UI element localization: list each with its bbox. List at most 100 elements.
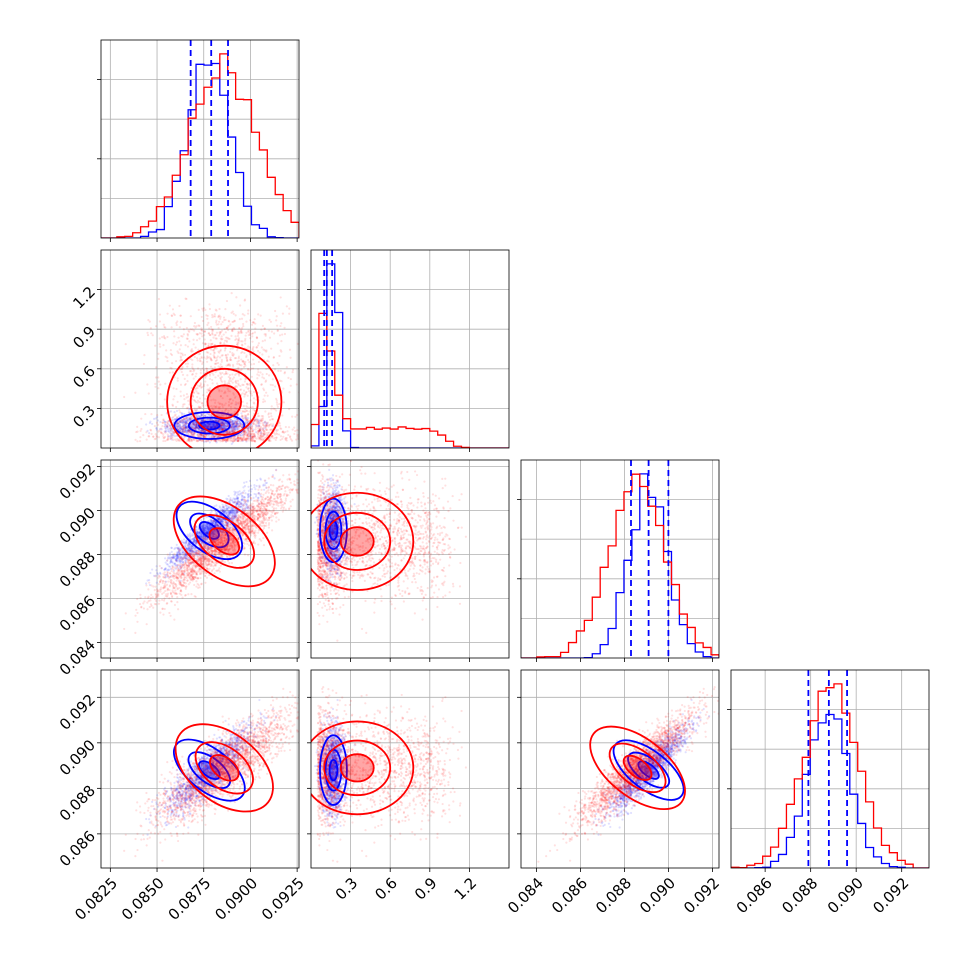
sample-point — [231, 423, 234, 426]
sample-point — [201, 430, 204, 433]
sample-point — [242, 433, 245, 436]
sample-point — [209, 422, 213, 425]
sample-point — [209, 426, 212, 429]
sample-point — [218, 356, 222, 359]
sample-point — [164, 337, 167, 340]
sample-point — [179, 427, 182, 431]
sample-point — [238, 424, 241, 428]
sample-point — [277, 363, 280, 366]
sample-point — [182, 427, 185, 430]
sample-point — [232, 436, 236, 439]
sample-point — [205, 369, 209, 373]
sample-point — [235, 422, 238, 426]
sample-point — [186, 425, 189, 429]
sample-point — [205, 374, 208, 377]
sample-point — [208, 374, 212, 377]
sample-point — [262, 435, 265, 438]
sample-point — [157, 297, 161, 301]
sample-point — [235, 343, 239, 346]
sample-point — [265, 349, 268, 352]
sample-point — [233, 422, 236, 425]
sample-point — [212, 425, 215, 428]
sample-point — [174, 343, 178, 346]
sample-point — [184, 420, 188, 423]
sample-point — [213, 366, 216, 369]
sample-point — [249, 434, 252, 437]
sample-point — [231, 422, 234, 425]
sample-point — [255, 431, 258, 434]
sample-point — [194, 424, 197, 427]
sample-point — [184, 428, 187, 431]
sample-point — [209, 342, 212, 346]
sample-point — [207, 424, 210, 427]
sample-point — [207, 419, 210, 422]
sample-point — [185, 426, 188, 429]
sample-point — [262, 421, 266, 424]
sample-point — [146, 331, 149, 334]
sample-point — [193, 399, 197, 402]
sample-point — [222, 426, 226, 429]
sample-point — [231, 427, 235, 430]
sample-point — [222, 414, 225, 417]
sample-point — [256, 429, 260, 433]
sample-point — [154, 325, 158, 328]
sample-point — [200, 413, 203, 417]
sample-point — [209, 426, 212, 429]
sample-point — [252, 358, 255, 361]
sample-point — [214, 429, 218, 433]
sample-point — [233, 427, 237, 430]
sample-point — [235, 337, 238, 341]
sample-point — [196, 359, 199, 362]
sample-point — [221, 427, 224, 430]
sample-point — [200, 356, 203, 360]
sample-point — [192, 431, 196, 434]
sample-point — [179, 427, 182, 430]
sample-point — [240, 423, 243, 426]
sample-point — [245, 480, 248, 484]
sample-point — [257, 421, 260, 425]
sample-point — [251, 332, 255, 335]
sample-point — [200, 419, 204, 423]
sample-point — [275, 324, 279, 327]
sample-point — [215, 418, 218, 422]
sample-point — [154, 417, 157, 420]
sample-point — [195, 422, 198, 425]
sample-point — [222, 424, 225, 427]
sample-point — [236, 426, 239, 429]
sample-point — [217, 374, 220, 377]
sample-point — [212, 349, 215, 352]
sample-point — [209, 424, 212, 427]
sample-point — [205, 424, 208, 427]
sample-point — [220, 426, 223, 429]
sample-point — [271, 423, 275, 426]
sample-point — [185, 421, 189, 425]
sample-point — [187, 429, 190, 432]
sample-point — [271, 383, 274, 387]
sample-point — [177, 426, 180, 429]
sample-point — [235, 296, 238, 299]
sample-point — [256, 344, 260, 347]
sample-point — [279, 349, 282, 352]
sample-point — [235, 349, 239, 352]
sample-point — [196, 427, 199, 430]
sample-point — [189, 431, 192, 434]
sample-point — [201, 419, 204, 422]
sample-point — [214, 424, 217, 427]
sample-point — [225, 426, 228, 429]
sample-point — [221, 422, 224, 425]
sample-point — [217, 406, 220, 409]
sample-point — [230, 422, 233, 425]
sample-point — [230, 429, 233, 432]
sample-point — [232, 423, 235, 426]
sample-point — [258, 438, 261, 441]
sample-point — [165, 430, 168, 433]
histogram-s0-p1 — [311, 263, 509, 448]
sample-point — [185, 422, 188, 425]
sample-point — [254, 428, 257, 431]
sample-point — [186, 334, 189, 337]
sample-point — [268, 336, 272, 339]
sample-point — [195, 325, 198, 328]
sample-point — [257, 313, 260, 316]
sample-point — [239, 433, 242, 437]
sample-point — [223, 427, 226, 430]
